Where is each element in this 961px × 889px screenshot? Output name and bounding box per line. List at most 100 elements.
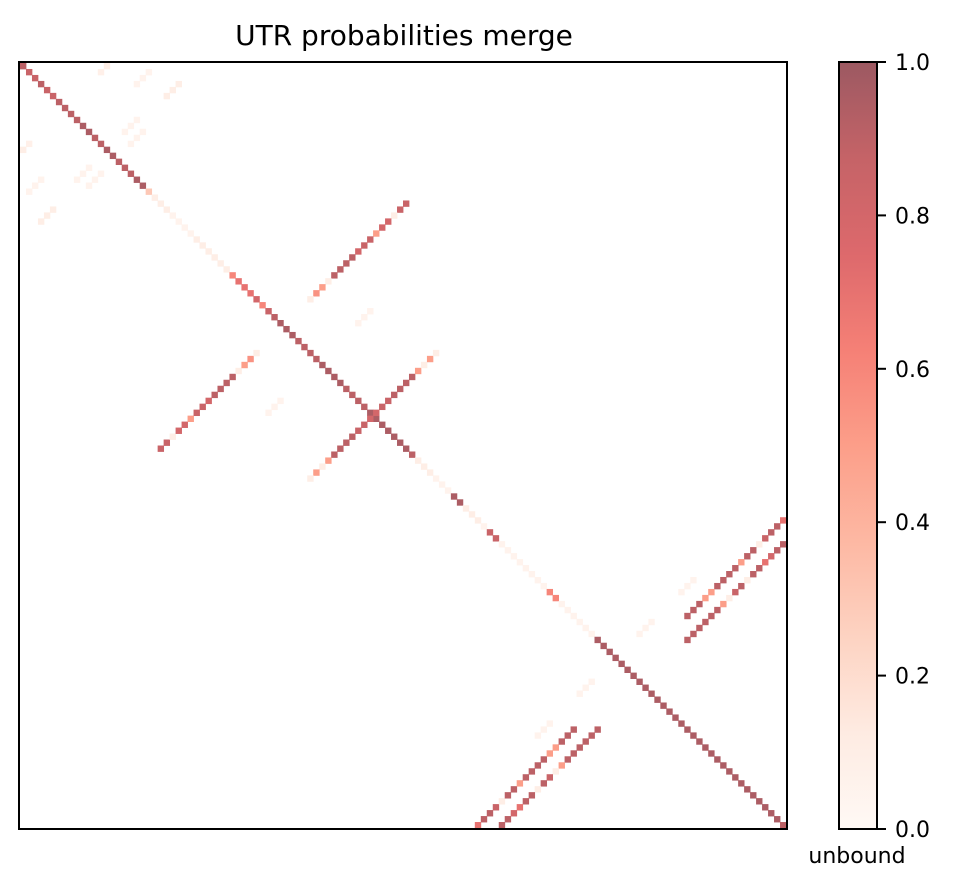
heatmap-cell xyxy=(349,391,356,399)
heatmap-cell xyxy=(145,188,153,195)
heatmap-cell xyxy=(325,367,332,375)
heatmap-cell xyxy=(708,750,715,757)
heatmap-cell xyxy=(385,397,392,405)
heatmap-cell xyxy=(534,732,542,739)
heatmap-cell xyxy=(582,624,589,632)
heatmap-cell xyxy=(43,212,51,219)
heatmap-cell xyxy=(642,684,649,691)
heatmap-cell xyxy=(37,176,45,183)
heatmap-cell xyxy=(277,397,284,405)
heatmap-cell xyxy=(373,409,380,417)
heatmap-cell xyxy=(684,612,691,620)
heatmap-cell xyxy=(73,116,81,124)
heatmap-cell xyxy=(594,636,601,644)
heatmap-cell xyxy=(325,457,332,464)
heatmap-cells xyxy=(20,63,787,829)
heatmap-cell xyxy=(732,565,739,572)
heatmap-cell xyxy=(163,92,171,100)
heatmap-cell xyxy=(103,146,111,154)
heatmap-cell xyxy=(522,565,530,572)
heatmap-cell xyxy=(373,415,380,422)
heatmap-cell xyxy=(564,606,571,614)
heatmap-cell xyxy=(762,559,769,566)
heatmap-cell xyxy=(313,355,320,363)
heatmap-cell xyxy=(37,218,45,225)
heatmap-cell xyxy=(403,379,410,387)
heatmap-cell xyxy=(528,768,536,775)
heatmap-cell xyxy=(558,762,565,769)
heatmap-cell xyxy=(420,463,428,470)
heatmap-cell xyxy=(139,74,147,82)
colorbar-frame xyxy=(838,61,878,830)
heatmap-cell xyxy=(85,182,93,189)
heatmap-cell xyxy=(211,391,218,399)
heatmap-cell xyxy=(552,594,559,602)
heatmap-cell xyxy=(277,319,284,327)
heatmap-cell xyxy=(67,110,75,118)
heatmap-cell xyxy=(414,367,422,375)
heatmap-cell xyxy=(337,379,344,387)
heatmap-cell xyxy=(498,822,506,829)
chart-title: UTR probabilities merge xyxy=(235,19,573,52)
heatmap-cell xyxy=(498,541,506,548)
colorbar-tick-label: 0.0 xyxy=(895,818,930,843)
heatmap-cell xyxy=(139,128,147,136)
heatmap-cell xyxy=(720,576,727,584)
heatmap-cell xyxy=(690,576,697,584)
heatmap-cell xyxy=(127,140,135,148)
heatmap-cell xyxy=(361,314,368,321)
heatmap-cell xyxy=(528,792,536,799)
heatmap-cell xyxy=(169,212,176,219)
heatmap-cell xyxy=(373,230,380,237)
heatmap-cell xyxy=(169,86,176,94)
heatmap-cell xyxy=(474,822,482,829)
heatmap-cell xyxy=(540,582,548,590)
heatmap-cell xyxy=(576,690,583,697)
heatmap-cell xyxy=(217,385,224,393)
heatmap-cell xyxy=(235,367,242,375)
heatmap-cell xyxy=(420,361,428,369)
heatmap-cell xyxy=(612,654,619,662)
heatmap-cell xyxy=(444,487,452,494)
heatmap-cell xyxy=(49,206,57,213)
heatmap-cell xyxy=(744,576,751,584)
heatmap-cell xyxy=(480,523,488,530)
plot-frame xyxy=(18,61,788,830)
heatmap-cell xyxy=(690,606,697,614)
heatmap-cell xyxy=(720,600,727,608)
heatmap-cell xyxy=(714,606,721,614)
heatmap-cell xyxy=(391,212,398,219)
heatmap-cell xyxy=(780,517,787,524)
heatmap-cell xyxy=(504,816,512,823)
heatmap-cell xyxy=(379,224,386,231)
heatmap-cell xyxy=(618,660,625,668)
heatmap-cell xyxy=(301,343,308,351)
heatmap-cell xyxy=(414,457,422,464)
heatmap-cell xyxy=(516,804,524,811)
heatmap-cell xyxy=(564,732,571,739)
colorbar-tick-label: 0.8 xyxy=(895,204,930,229)
heatmap-cell xyxy=(337,445,344,452)
heatmap-cell xyxy=(456,499,464,506)
heatmap-cell xyxy=(91,134,99,142)
heatmap-cell xyxy=(468,511,476,518)
heatmap-cell xyxy=(121,164,129,171)
heatmap-cell xyxy=(408,373,416,381)
heatmap-cell xyxy=(133,80,141,88)
heatmap-cell xyxy=(307,349,314,357)
heatmap-cell xyxy=(121,128,129,136)
heatmap-cell xyxy=(157,445,165,452)
heatmap-cell xyxy=(582,684,589,691)
heatmap-cell xyxy=(49,92,57,100)
heatmap-cell xyxy=(588,732,595,739)
heatmap-cell xyxy=(343,260,350,267)
colorbar-label: unbound xyxy=(808,844,905,869)
heatmap-cell xyxy=(97,140,105,148)
colorbar-tick-label: 0.2 xyxy=(895,665,930,690)
heatmap-cell xyxy=(133,176,141,183)
heatmap-cell xyxy=(325,278,332,285)
heatmap-cell xyxy=(343,385,350,393)
heatmap-cell xyxy=(319,463,326,470)
heatmap-cell xyxy=(271,314,278,321)
